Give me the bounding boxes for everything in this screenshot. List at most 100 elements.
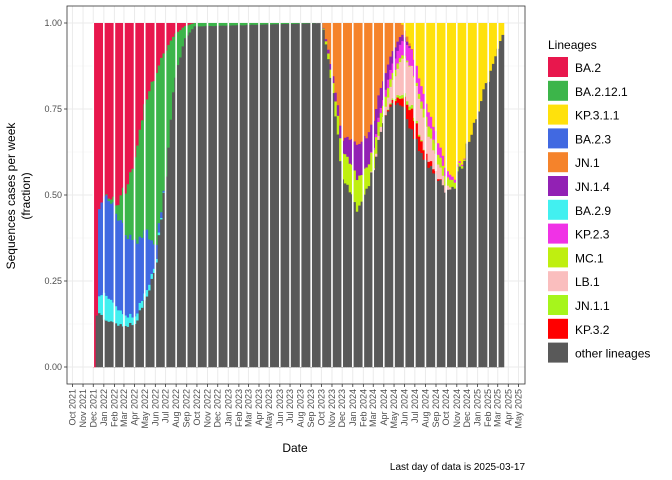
bar-segment-jn-1-4: [353, 141, 357, 171]
bar-segment-other-lineages: [246, 24, 249, 368]
bar-segment-kp-2-3: [417, 78, 421, 95]
x-tick-label: Oct 2024: [441, 389, 451, 426]
bar-segment-kp-3-2: [386, 110, 390, 112]
bar-segment-kp-3-1-1: [427, 23, 431, 113]
bar-segment-kp-3-2: [429, 161, 433, 167]
legend-swatch: [548, 247, 568, 268]
bar-segment-kp-3-1-1: [458, 23, 462, 162]
bar-segment-other-lineages: [105, 320, 108, 368]
bar-segment-jn-1-4: [401, 34, 404, 42]
x-tick-label: Apr 2022: [130, 389, 140, 426]
bar-segment-lb-1: [401, 58, 404, 96]
bar-segment-other-lineages: [176, 65, 180, 368]
bar-segment-jn-1-4: [329, 64, 333, 70]
x-tick-label: Jun 2023: [275, 389, 285, 426]
bar-segment-mc-1: [389, 79, 393, 88]
bar-segment-ba-2-12-1: [248, 23, 252, 26]
bar-segment-jn-1: [363, 23, 366, 137]
bar-segment-jn-1-4: [348, 139, 352, 165]
bar-segment-kp-3-1-1: [468, 23, 471, 143]
legend-label: KP.2.3: [575, 228, 610, 242]
bar-segment-jn-1-1: [398, 95, 402, 100]
bar-segment-kp-2-3: [422, 93, 426, 110]
bar-segment-ba-2-3: [157, 223, 161, 233]
bar-segment-ba-2-12-1: [107, 198, 111, 202]
x-tick-label: Mar 2024: [368, 389, 378, 427]
bar-segment-kp-3-1-1: [420, 23, 424, 87]
bar-segment-ba-2-12-1: [169, 40, 173, 120]
bar-segment-other-lineages: [463, 161, 467, 368]
bar-segment-ba-2-9: [138, 303, 142, 311]
bar-segment-mc-1: [324, 41, 328, 45]
bar-segment-other-lineages: [394, 105, 397, 368]
bar-segment-ba-2-3: [148, 239, 151, 286]
bar-segment-ba-2: [181, 23, 185, 28]
bar-segment-other-lineages: [262, 24, 266, 368]
bar-segment-kp-3-1-1: [448, 23, 452, 176]
bar-segment-jn-1-4: [327, 49, 330, 54]
bar-segment-jn-1: [367, 23, 371, 133]
bar-segment-lb-1: [448, 187, 452, 190]
bar-segment-other-lineages: [453, 188, 457, 368]
bar-segment-ba-2-9: [131, 317, 135, 326]
bar-segment-mc-1: [458, 162, 462, 167]
bar-segment-ba-2: [138, 23, 142, 131]
x-tick-label: Jul 2023: [285, 389, 295, 423]
bar-segment-ba-2-9: [145, 290, 149, 297]
bar-segment-ba-2-12-1: [167, 45, 171, 148]
bar-segment-ba-2-9: [152, 268, 156, 274]
bar-segment-mc-1: [405, 60, 409, 63]
bar-segment-ba-2: [117, 23, 120, 206]
bar-segment-other-lineages: [429, 166, 433, 368]
bar-segment-ba-2-9: [109, 299, 113, 322]
bar-segment-ba-2-12-1: [117, 205, 120, 221]
bar-segment-other-lineages: [484, 83, 488, 368]
bar-segment-ba-2-9: [155, 259, 159, 263]
bar-segment-ba-2-12-1: [260, 23, 264, 26]
bar-segment-other-lineages: [348, 192, 352, 368]
bar-segment-ba-2-9: [141, 300, 144, 309]
bar-segment-other-lineages: [238, 25, 242, 368]
bar-segment-kp-3-1-1: [479, 23, 483, 102]
legend-swatch: [548, 295, 568, 315]
bar-segment-ba-2-12-1: [296, 23, 299, 25]
bar-segment-ba-2-12-1: [269, 23, 273, 25]
bar-segment-other-lineages: [410, 129, 414, 368]
y-tick-label: 0.00: [44, 362, 62, 372]
bar-segment-mc-1: [441, 165, 445, 177]
bar-segment-ba-2-12-1: [308, 23, 311, 24]
bar-segment-lb-1: [410, 65, 414, 106]
bar-segment-kp-3-1-1: [453, 23, 457, 180]
bar-segment-ba-2-9: [114, 306, 118, 324]
bar-segment-ba-2: [141, 23, 144, 121]
legend-swatch: [548, 104, 568, 125]
bar-segment-kp-3-1-1: [499, 23, 502, 42]
bar-segment-lb-1: [441, 175, 445, 186]
bar-segment-other-lineages: [460, 168, 464, 368]
legend-swatch: [548, 80, 568, 101]
bar-segment-lb-1: [379, 126, 383, 133]
bar-segment-other-lineages: [284, 23, 288, 368]
data-caption: Last day of data is 2025-03-17: [390, 462, 526, 473]
bar-segment-ba-2: [95, 23, 99, 316]
bar-segment-ba-2-9: [157, 232, 161, 236]
bar-segment-kp-3-2: [415, 123, 419, 140]
bar-segment-kp-2-3: [374, 134, 378, 138]
bar-segment-jn-1-4: [394, 47, 397, 59]
bar-segment-lb-1: [396, 68, 400, 96]
x-tick-label: Jan 2023: [223, 389, 233, 426]
bar-segment-mc-1: [401, 55, 404, 59]
bar-segment-kp-3-1-1: [417, 23, 421, 79]
bar-segment-mc-1: [422, 108, 426, 118]
bar-segment-other-lineages: [379, 131, 383, 368]
bar-segment-kp-3-2: [417, 136, 421, 152]
bar-segment-mc-1: [365, 167, 369, 189]
bar-segment-lb-1: [427, 136, 431, 163]
legend-label: BA.2.9: [575, 204, 611, 218]
bar-segment-ba-2: [176, 23, 180, 33]
bar-segment-ba-2-12-1: [281, 23, 285, 25]
bar-segment-mc-1: [374, 137, 378, 155]
bar-segment-other-lineages: [274, 24, 278, 368]
bar-segment-ba-2-12-1: [172, 36, 175, 93]
bar-segment-jn-1-1: [396, 95, 400, 98]
